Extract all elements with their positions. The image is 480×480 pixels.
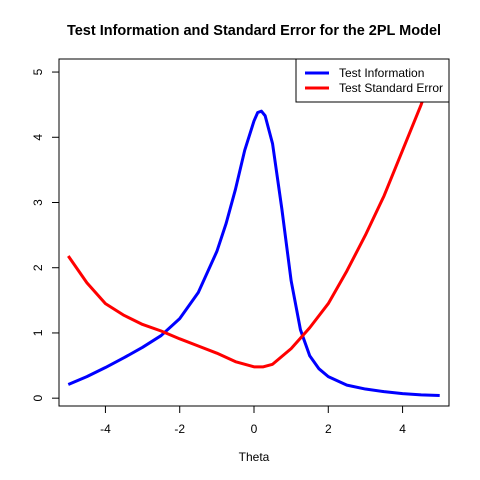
legend-box bbox=[295, 58, 450, 103]
chart-title: Test Information and Standard Error for … bbox=[67, 23, 441, 39]
x-tick-label: -2 bbox=[174, 422, 185, 436]
x-tick-label: 2 bbox=[325, 422, 332, 436]
x-axis: -4 -2 0 2 4 bbox=[100, 405, 406, 436]
x-tick-label: 4 bbox=[399, 422, 406, 436]
legend-label-0: Test Information bbox=[339, 66, 424, 80]
series-line-0 bbox=[67, 109, 440, 398]
series-line-1 bbox=[67, 78, 432, 369]
y-tick-label: 1 bbox=[31, 329, 45, 336]
y-tick-label: 3 bbox=[31, 199, 45, 206]
x-tick-label: 0 bbox=[251, 422, 258, 436]
plot-border bbox=[58, 58, 450, 407]
x-axis-label: Theta bbox=[239, 450, 270, 464]
legend-label-1: Test Standard Error bbox=[339, 81, 443, 95]
plot-area bbox=[58, 58, 450, 407]
y-axis: 0 1 2 3 4 5 bbox=[31, 68, 60, 402]
y-tick-label: 4 bbox=[31, 134, 45, 141]
y-tick-label: 2 bbox=[31, 264, 45, 271]
y-tick-label: 5 bbox=[31, 68, 45, 75]
x-tick-label: -4 bbox=[100, 422, 111, 436]
y-tick-label: 0 bbox=[31, 395, 45, 402]
